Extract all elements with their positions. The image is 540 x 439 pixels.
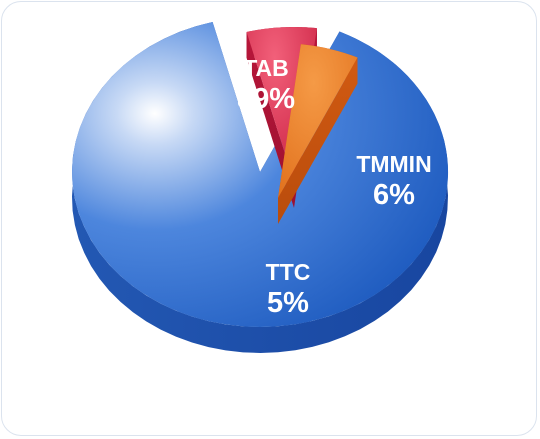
slice-value-tmmin: 6% <box>373 179 415 211</box>
slice-label-tmmin: TMMIN <box>356 151 431 177</box>
slice-label-ttc: TTC <box>266 259 311 285</box>
slice-value-ttc: 5% <box>267 287 309 319</box>
slice-ttc[interactable] <box>278 44 358 199</box>
slice-value-tab: 89% <box>237 83 295 115</box>
slice-label-tab: TAB <box>243 55 289 81</box>
slice-tab[interactable] <box>72 22 449 327</box>
